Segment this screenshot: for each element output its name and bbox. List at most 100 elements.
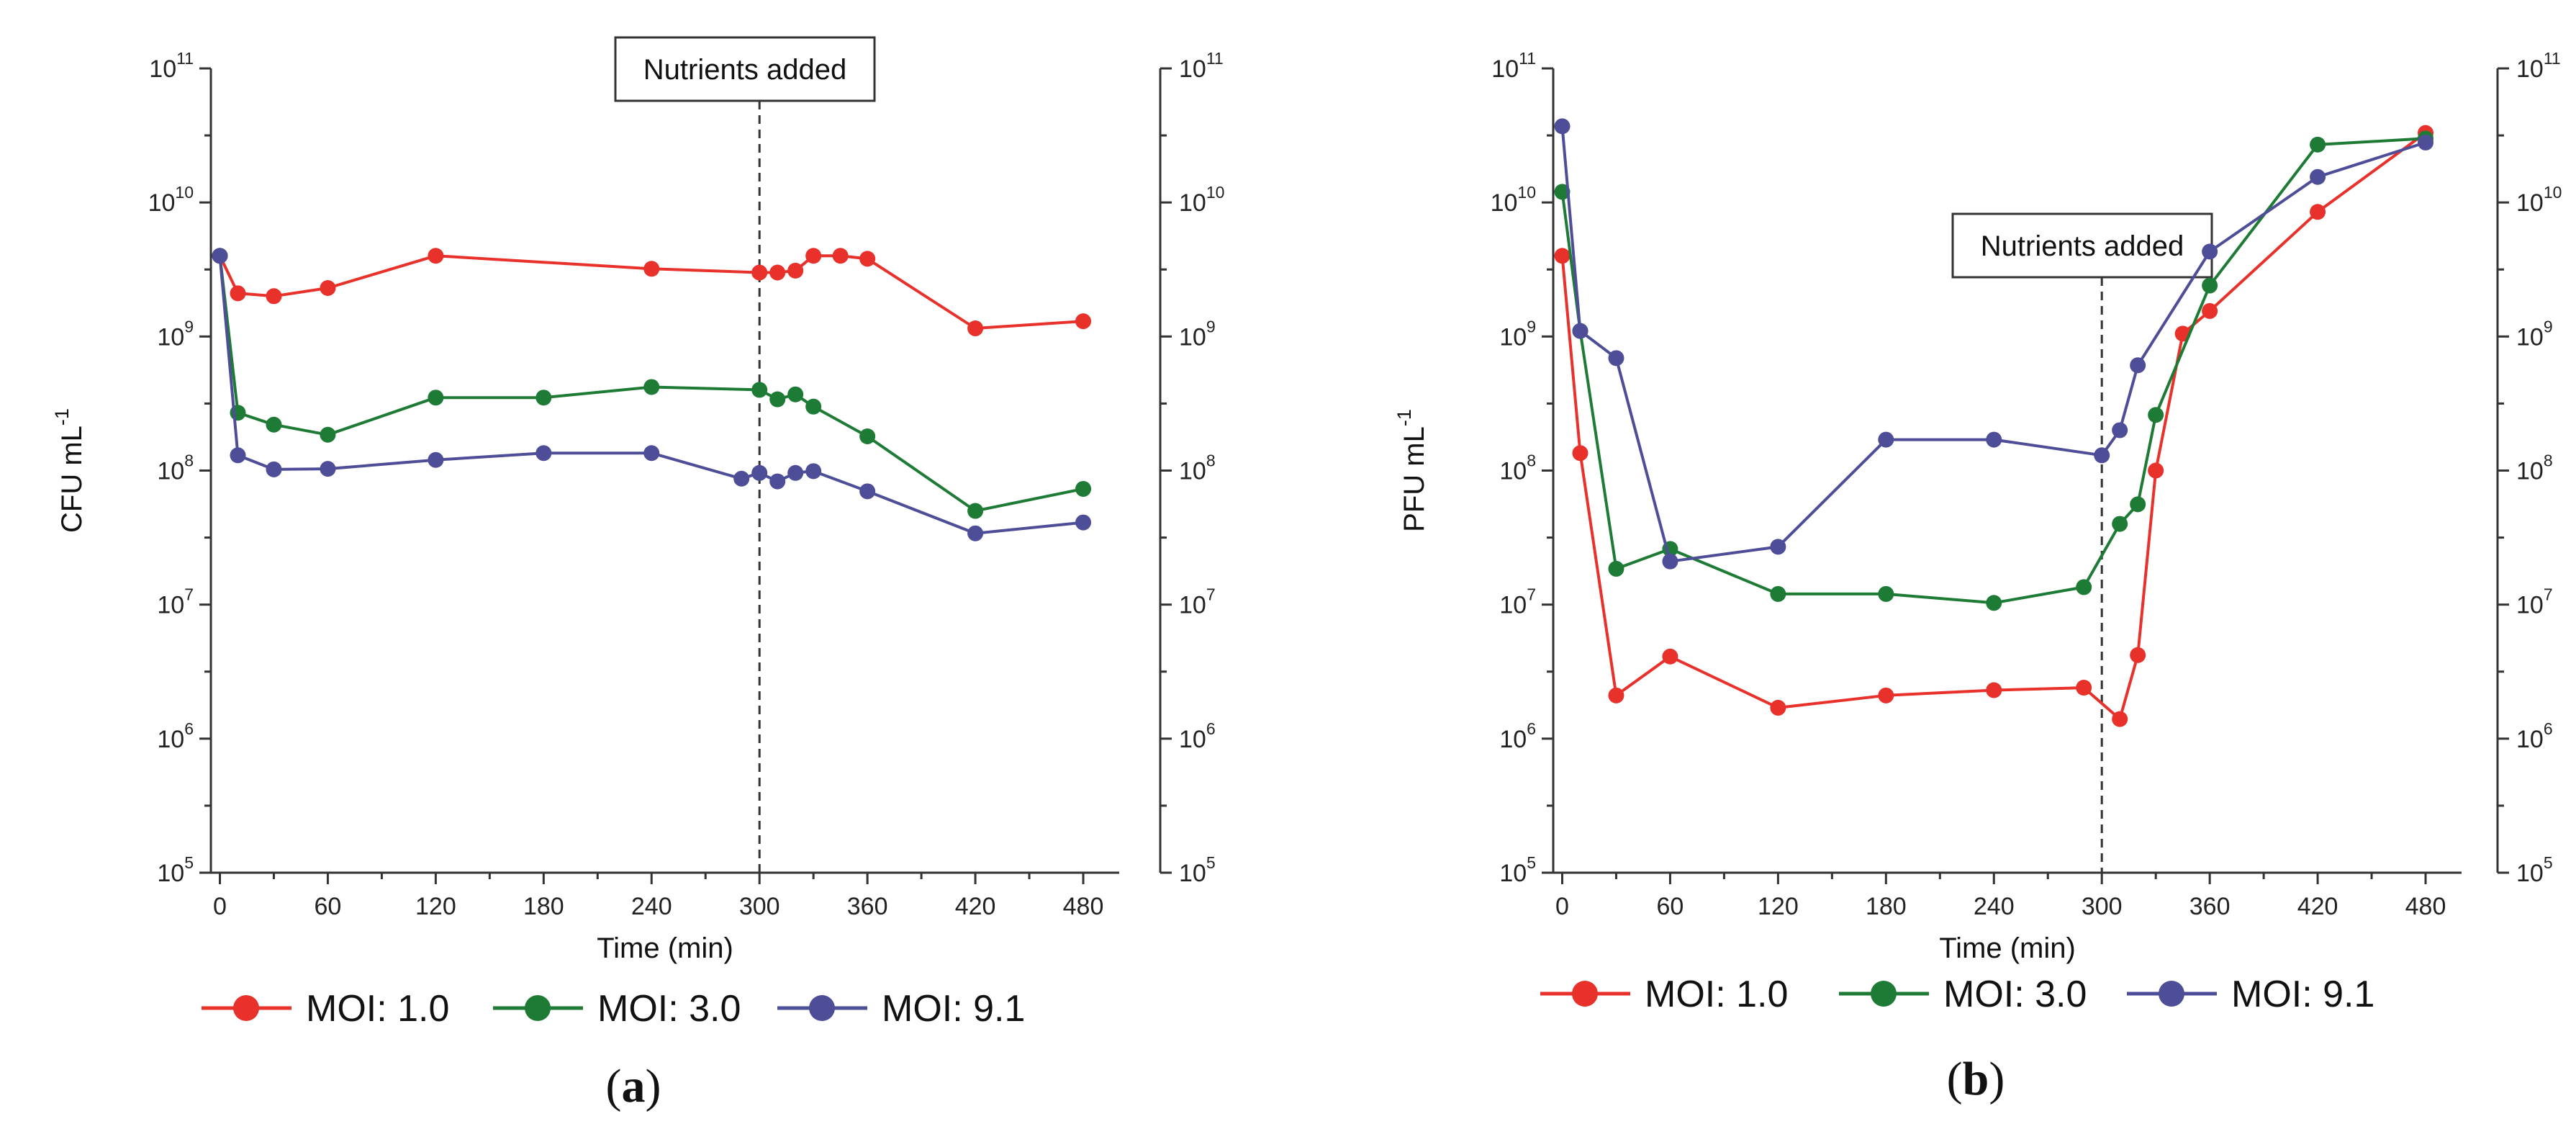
y-tick-label-right: 1010 <box>2516 183 2562 217</box>
data-point <box>967 503 984 519</box>
y-tick-label-left: 1010 <box>1491 183 1536 217</box>
data-point <box>1770 539 1786 555</box>
y-tick-label-exponent: 8 <box>1206 451 1216 470</box>
x-tick-label: 300 <box>739 893 780 920</box>
x-tick-label: 240 <box>1974 893 2015 920</box>
y-tick-label-exponent: 10 <box>1206 183 1225 202</box>
data-point <box>1554 184 1571 200</box>
legend-label: MOI: 3.0 <box>597 988 741 1030</box>
data-point <box>1878 431 1894 448</box>
y-tick-label-exponent: 11 <box>1206 49 1224 68</box>
data-point <box>1662 553 1678 570</box>
data-point <box>2148 462 2164 479</box>
data-point <box>643 445 660 462</box>
data-point <box>230 447 246 464</box>
data-point <box>967 320 984 337</box>
data-point <box>769 264 786 281</box>
y-tick-label-right: 106 <box>1179 719 1216 753</box>
data-point <box>643 261 660 277</box>
y-tick-label-exponent: 9 <box>184 317 194 336</box>
y-tick-label-right: 1010 <box>1179 183 1224 217</box>
panel-label: (b) <box>1947 1053 2005 1105</box>
panel-label-open: ( <box>606 1060 622 1112</box>
y-tick-label-base: 10 <box>2516 189 2544 217</box>
data-point <box>643 379 660 395</box>
y-tick-label-base: 10 <box>1179 55 1206 83</box>
y-tick-label-exponent: 6 <box>1527 719 1536 738</box>
y-tick-label-base: 10 <box>157 458 184 485</box>
data-point <box>769 391 786 408</box>
data-point <box>1554 248 1571 264</box>
y-tick-label-base: 10 <box>157 592 184 619</box>
y-tick-label-base: 10 <box>1179 189 1206 217</box>
data-point <box>2130 496 2146 513</box>
y-tick-label-base: 10 <box>1179 323 1206 351</box>
data-point <box>859 483 876 500</box>
x-tick-label: 420 <box>955 893 996 920</box>
y-tick-label-base: 10 <box>2516 592 2544 619</box>
data-point <box>320 426 336 443</box>
data-point <box>2112 711 2128 727</box>
data-point <box>751 382 768 398</box>
y-tick-label-left: 107 <box>1499 585 1536 619</box>
y-tick-label-exponent: 5 <box>184 853 194 872</box>
y-tick-label-base: 10 <box>2516 860 2544 887</box>
y-tick-label-base: 10 <box>1179 726 1206 753</box>
data-point <box>1608 350 1624 367</box>
data-point <box>2076 680 2092 696</box>
panel-label-close: ) <box>646 1060 661 1112</box>
data-point <box>2076 579 2092 595</box>
y-tick-label-base: 10 <box>157 860 184 887</box>
y-tick-label-right: 107 <box>2516 585 2553 619</box>
legend-marker <box>525 995 551 1021</box>
x-tick-label: 60 <box>315 893 342 920</box>
data-point <box>266 416 282 433</box>
data-point <box>1986 431 2002 448</box>
x-tick-label: 60 <box>1657 893 1684 920</box>
data-point <box>1554 118 1571 135</box>
y-tick-label-base: 10 <box>2516 458 2544 485</box>
y-tick-label-base: 10 <box>157 726 184 753</box>
y-tick-label-base: 10 <box>1491 189 1518 217</box>
y-tick-label-exponent: 9 <box>1206 317 1216 336</box>
legend-marker <box>809 995 835 1021</box>
y-axis-title: CFU mL-1 <box>51 408 88 533</box>
y-tick-label-left: 108 <box>1499 451 1536 485</box>
annotation-label: Nutrients added <box>643 54 846 86</box>
panel-label: (a) <box>606 1060 661 1112</box>
legend-marker <box>2159 981 2184 1007</box>
y-tick-label-base: 10 <box>1499 726 1527 753</box>
data-point <box>2418 134 2434 150</box>
series-line-2 <box>218 255 1084 513</box>
y-tick-label-exponent: 6 <box>2544 719 2553 738</box>
legend-marker <box>233 995 259 1021</box>
data-point <box>1572 445 1588 462</box>
y-tick-label-base: 10 <box>1499 592 1527 619</box>
y-tick-label-exponent: 8 <box>2544 451 2553 470</box>
data-point <box>2310 136 2326 153</box>
data-point <box>859 428 876 444</box>
y-tick-label-left: 109 <box>1499 317 1536 351</box>
y-tick-label-left: 105 <box>157 853 194 887</box>
y-tick-label-base: 10 <box>2516 726 2544 753</box>
x-tick-label: 360 <box>847 893 888 920</box>
data-point <box>769 473 786 490</box>
y-tick-label-base: 10 <box>1491 55 1519 83</box>
y-tick-label-right: 108 <box>1179 451 1216 485</box>
panel-label-close: ) <box>1989 1053 2005 1105</box>
y-tick-label-exponent: 8 <box>184 451 194 470</box>
data-point <box>1662 648 1678 665</box>
annotation-box <box>614 36 876 102</box>
y-tick-label-exponent: 6 <box>1206 719 1216 738</box>
data-point <box>535 390 552 406</box>
data-point <box>535 445 552 462</box>
y-tick-label-left: 1011 <box>1491 49 1536 83</box>
y-tick-label-base: 10 <box>1179 860 1206 887</box>
y-tick-label-exponent: 10 <box>2544 183 2562 202</box>
legend-marker <box>1572 981 1598 1007</box>
y-tick-label-base: 10 <box>1499 860 1527 887</box>
y-tick-label-right: 105 <box>2516 853 2553 887</box>
y-tick-label-exponent: 5 <box>2544 853 2553 872</box>
